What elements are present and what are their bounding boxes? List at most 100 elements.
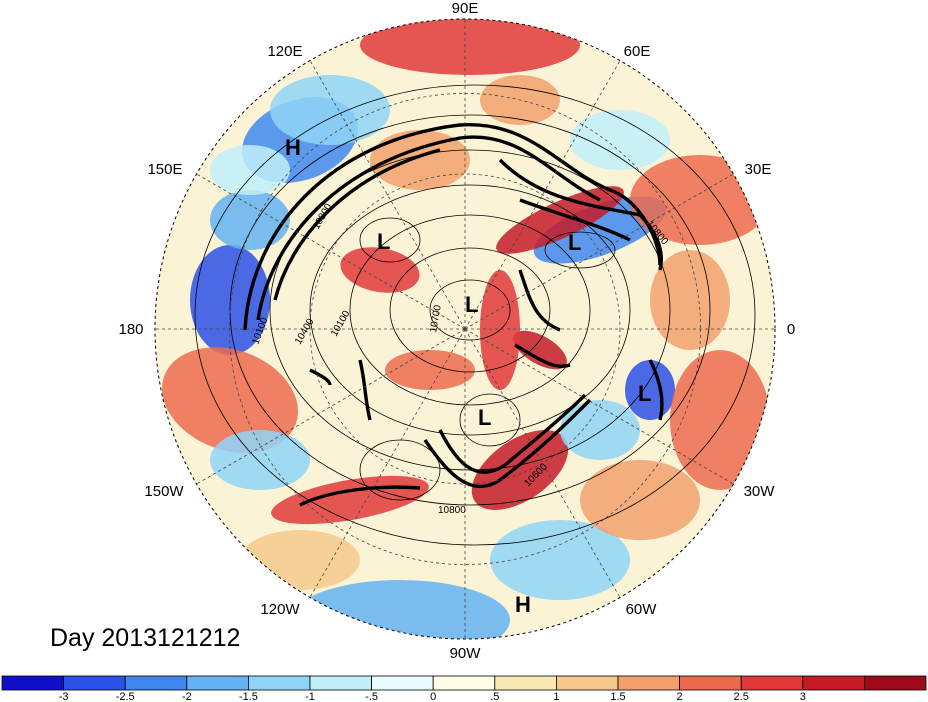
meridian-line	[309, 328, 466, 598]
anomaly-blob	[580, 460, 700, 540]
colorbar-swatch	[556, 675, 619, 691]
colorbar-swatch	[186, 675, 249, 691]
lon-label-30e: 30E	[745, 161, 772, 178]
jet-contour	[256, 135, 601, 321]
colorbar-swatch	[617, 675, 680, 691]
jet-contour	[309, 368, 332, 386]
colorbar-tick-label: 1	[553, 691, 559, 702]
colorbar-tick-label: -2	[182, 691, 192, 702]
lon-label-30w: 30W	[744, 483, 776, 500]
colorbar	[1, 675, 927, 691]
anomaly-blob	[670, 350, 770, 490]
jet-contour	[518, 269, 561, 332]
lon-label-90e: 90E	[452, 0, 479, 17]
colorbar-swatch	[802, 675, 865, 691]
colorbar-swatch	[740, 675, 804, 691]
colorbar-swatch	[432, 675, 496, 691]
anomaly-blob	[162, 347, 298, 453]
colorbar-tick-label: 2.5	[734, 691, 749, 702]
meridian-line	[196, 173, 466, 330]
meridian-line	[464, 328, 734, 485]
colorbar-tick-label: -1.5	[239, 691, 258, 702]
colorbar-swatch	[494, 675, 557, 691]
low-pressure-center: L	[568, 230, 581, 255]
height-contour	[544, 231, 616, 269]
meridian-line	[464, 328, 621, 598]
low-pressure-center: L	[377, 229, 390, 254]
lon-label-150e: 150E	[147, 161, 182, 178]
height-contour	[429, 279, 511, 341]
anomaly-blob	[210, 190, 290, 250]
anomaly-blob	[340, 247, 420, 293]
meridian-line	[464, 173, 734, 330]
jet-contour	[273, 148, 441, 301]
colorbar-tick-label: 2	[677, 691, 683, 702]
lon-label-0: 0	[787, 321, 795, 338]
lon-label-120w: 120W	[260, 601, 300, 618]
anomaly-blob	[290, 580, 510, 639]
anomaly-blob	[210, 145, 290, 195]
meridian-line	[309, 60, 466, 330]
height-contour	[359, 439, 441, 501]
colorbar-swatch	[247, 675, 311, 691]
height-contour	[459, 393, 521, 447]
colorbar-tick-label: .5	[490, 691, 499, 702]
contour-label: 10800	[438, 505, 466, 516]
colorbar-swatch	[63, 675, 126, 691]
height-contours	[194, 84, 756, 546]
lon-label-120e: 120E	[267, 43, 302, 60]
lon-label-60e: 60E	[624, 43, 651, 60]
jet-contour	[299, 485, 421, 507]
anomaly-blob	[240, 530, 360, 590]
anomaly-blob	[650, 250, 730, 350]
anomaly-blob	[496, 186, 624, 254]
meridian-line	[464, 60, 621, 330]
jet-contour	[498, 158, 663, 271]
anomaly-blob	[270, 75, 390, 145]
jet-contour	[438, 393, 587, 474]
height-contour	[194, 84, 756, 546]
jet-contour	[243, 123, 662, 331]
height-contour	[309, 184, 631, 436]
jet-contour	[423, 398, 592, 488]
anomaly-blob	[490, 520, 630, 600]
anomaly-blob	[513, 330, 567, 370]
graticule	[155, 19, 775, 639]
lon-label-90w: 90W	[450, 645, 482, 662]
anomaly-blob	[471, 430, 569, 510]
colorbar-tick-label: -2.5	[116, 691, 135, 702]
anomaly-field	[155, 19, 775, 639]
anomaly-blob	[385, 350, 475, 390]
longitude-labels: 90E 60E 30E 0 30W 60W 90W 120W 150W 180 …	[118, 0, 795, 662]
colorbar-swatch	[371, 675, 434, 691]
low-pressure-center: L	[478, 405, 491, 430]
meridian-line	[196, 328, 466, 485]
low-pressure-center: L	[638, 381, 651, 406]
colorbar-swatch	[124, 675, 188, 691]
lon-label-150w: 150W	[144, 483, 184, 500]
map-border	[154, 18, 776, 640]
high-pressure-center: H	[285, 135, 301, 160]
low-pressure-center: L	[465, 292, 478, 317]
colorbar-tick-label: -3	[59, 691, 69, 702]
pressure-centers: H L L L L L H	[285, 135, 651, 617]
parallel-circle	[228, 92, 702, 566]
colorbar-swatch	[679, 675, 742, 691]
colorbar-swatch	[309, 675, 372, 691]
colorbar-swatch	[864, 675, 927, 691]
colorbar-tick-label: -1	[305, 691, 315, 702]
height-contour	[389, 247, 551, 373]
anomaly-blob	[560, 400, 640, 460]
jet-contour	[648, 359, 664, 421]
colorbar-tick-label: 0	[430, 691, 436, 702]
lon-label-60w: 60W	[626, 601, 658, 618]
contour-label: 10700	[428, 304, 444, 334]
colorbar-tick-label: 1.5	[610, 691, 625, 702]
jet-contour	[514, 343, 571, 368]
parallel-circle	[309, 173, 621, 485]
lon-label-180: 180	[118, 321, 143, 338]
height-contour	[359, 217, 421, 263]
colorbar-swatch	[1, 675, 64, 691]
anomaly-blob	[570, 110, 670, 170]
